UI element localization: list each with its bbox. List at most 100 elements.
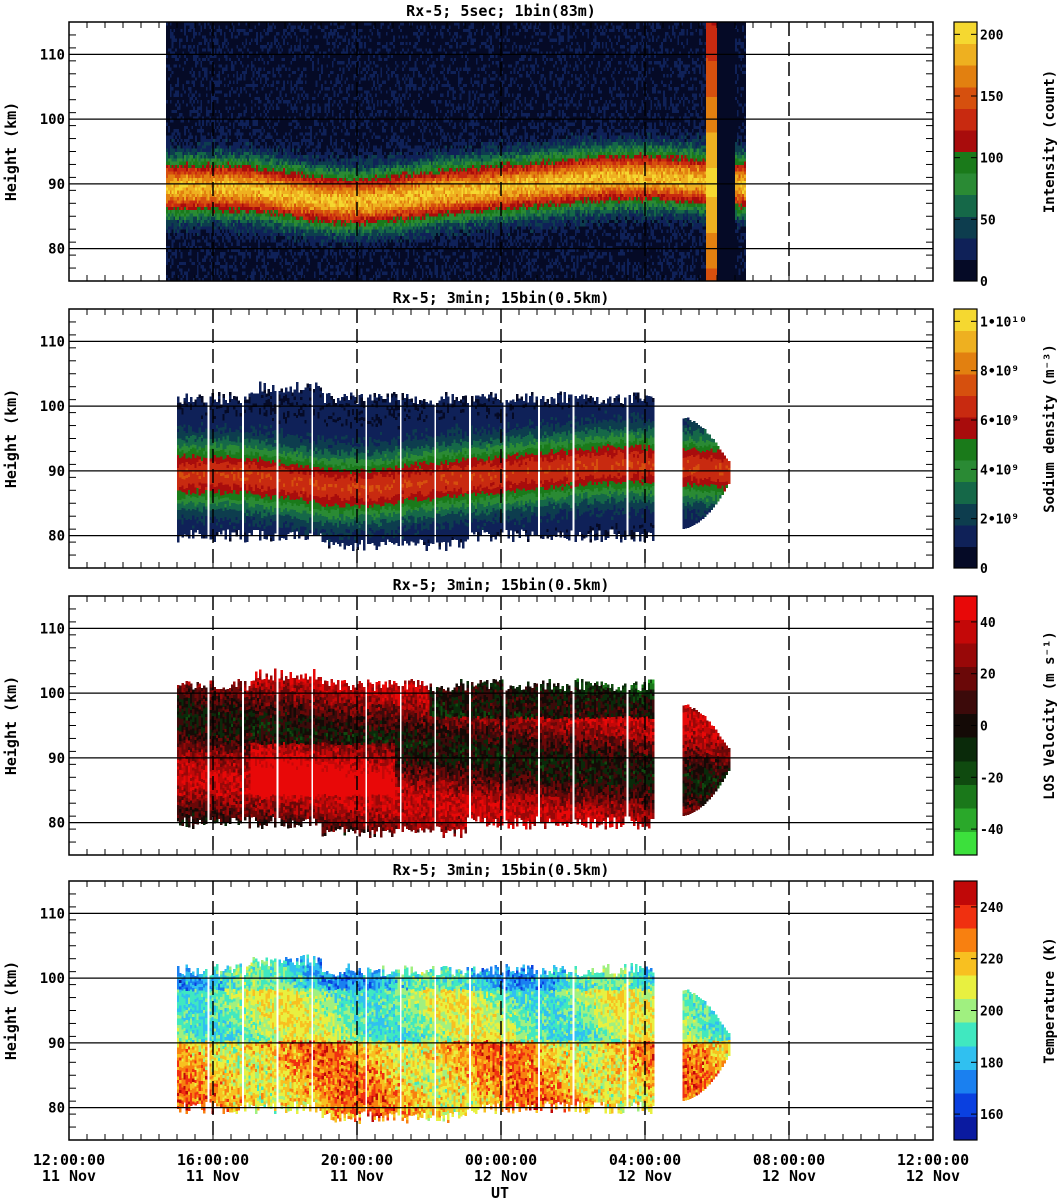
data-cell xyxy=(213,77,216,81)
data-cell xyxy=(258,31,261,36)
data-cell xyxy=(193,96,196,101)
data-cell xyxy=(236,102,239,107)
data-cell xyxy=(236,187,239,191)
data-cell xyxy=(216,238,219,243)
data-cell xyxy=(202,31,205,36)
data-cell xyxy=(236,93,239,97)
data-cell xyxy=(180,274,183,279)
data-cell xyxy=(268,83,271,88)
data-cell xyxy=(232,86,235,91)
data-cell xyxy=(166,54,169,58)
data-cell xyxy=(270,148,273,152)
data-cell xyxy=(240,80,243,84)
data-cell xyxy=(178,109,181,113)
data-cell xyxy=(229,258,232,262)
data-cell xyxy=(209,193,212,198)
data-cell xyxy=(272,125,275,130)
data-cell xyxy=(198,57,201,62)
data-cell xyxy=(265,209,268,214)
data-cell xyxy=(231,112,234,117)
data-cell xyxy=(267,213,270,217)
data-cell xyxy=(196,271,199,275)
data-cell xyxy=(216,203,219,207)
data-cell xyxy=(218,193,221,198)
data-cell xyxy=(184,122,187,126)
data-cell xyxy=(222,60,225,65)
data-cell xyxy=(267,167,270,172)
data-cell xyxy=(182,251,185,256)
data-cell xyxy=(209,248,212,253)
data-cell xyxy=(195,174,198,178)
data-cell xyxy=(175,255,178,259)
data-cell xyxy=(200,268,203,272)
data-cell xyxy=(182,60,185,65)
data-cell xyxy=(175,115,178,120)
data-cell xyxy=(216,177,219,181)
data-cell xyxy=(209,255,212,259)
data-cell xyxy=(263,145,266,149)
data-cell xyxy=(196,22,199,26)
data-cell xyxy=(211,115,214,120)
data-cell xyxy=(252,238,255,243)
data-cell xyxy=(186,151,189,156)
data-cell xyxy=(168,258,171,262)
data-cell xyxy=(234,206,237,211)
data-cell xyxy=(216,206,219,211)
data-cell xyxy=(198,125,201,130)
data-cell xyxy=(216,219,219,224)
data-cell xyxy=(252,41,255,45)
data-cell xyxy=(205,271,208,275)
data-cell xyxy=(249,25,252,29)
data-cell xyxy=(243,161,246,165)
data-cell xyxy=(268,93,271,97)
data-cell xyxy=(213,206,216,211)
data-cell xyxy=(277,219,280,224)
data-cell xyxy=(198,235,201,240)
data-cell xyxy=(193,125,196,130)
data-cell xyxy=(261,222,264,227)
data-cell xyxy=(227,151,230,156)
data-cell xyxy=(265,161,268,165)
data-cell xyxy=(216,77,219,81)
data-cell xyxy=(225,31,228,36)
data-cell xyxy=(182,213,185,217)
data-cell xyxy=(267,222,270,227)
data-cell xyxy=(247,148,250,152)
data-cell xyxy=(225,73,228,78)
data-cell xyxy=(198,277,201,282)
data-cell xyxy=(196,41,199,45)
data-cell xyxy=(225,83,228,88)
data-cell xyxy=(213,167,216,172)
data-cell xyxy=(241,22,244,26)
data-cell xyxy=(276,57,279,62)
data-cell xyxy=(193,102,196,107)
data-cell xyxy=(220,174,223,178)
data-cell xyxy=(240,73,243,78)
data-cell xyxy=(220,70,223,75)
data-cell xyxy=(259,161,262,165)
data-cell xyxy=(227,209,230,214)
data-cell xyxy=(268,167,271,172)
data-cell xyxy=(247,164,250,168)
data-cell xyxy=(220,99,223,104)
data-cell xyxy=(241,161,244,165)
data-cell xyxy=(276,41,279,45)
data-cell xyxy=(243,203,246,207)
data-cell xyxy=(169,112,172,117)
data-cell xyxy=(205,213,208,217)
data-cell xyxy=(229,112,232,117)
data-cell xyxy=(272,170,275,175)
data-cell xyxy=(225,151,228,156)
data-cell xyxy=(222,193,225,198)
data-cell xyxy=(196,180,199,185)
data-cell xyxy=(202,128,205,133)
data-cell xyxy=(261,96,264,101)
data-cell xyxy=(218,122,221,126)
data-cell xyxy=(182,41,185,45)
data-cell xyxy=(222,35,225,39)
data-cell xyxy=(240,200,243,204)
data-cell xyxy=(189,35,192,39)
data-cell xyxy=(238,148,241,152)
data-cell xyxy=(249,47,252,52)
data-cell xyxy=(205,255,208,259)
